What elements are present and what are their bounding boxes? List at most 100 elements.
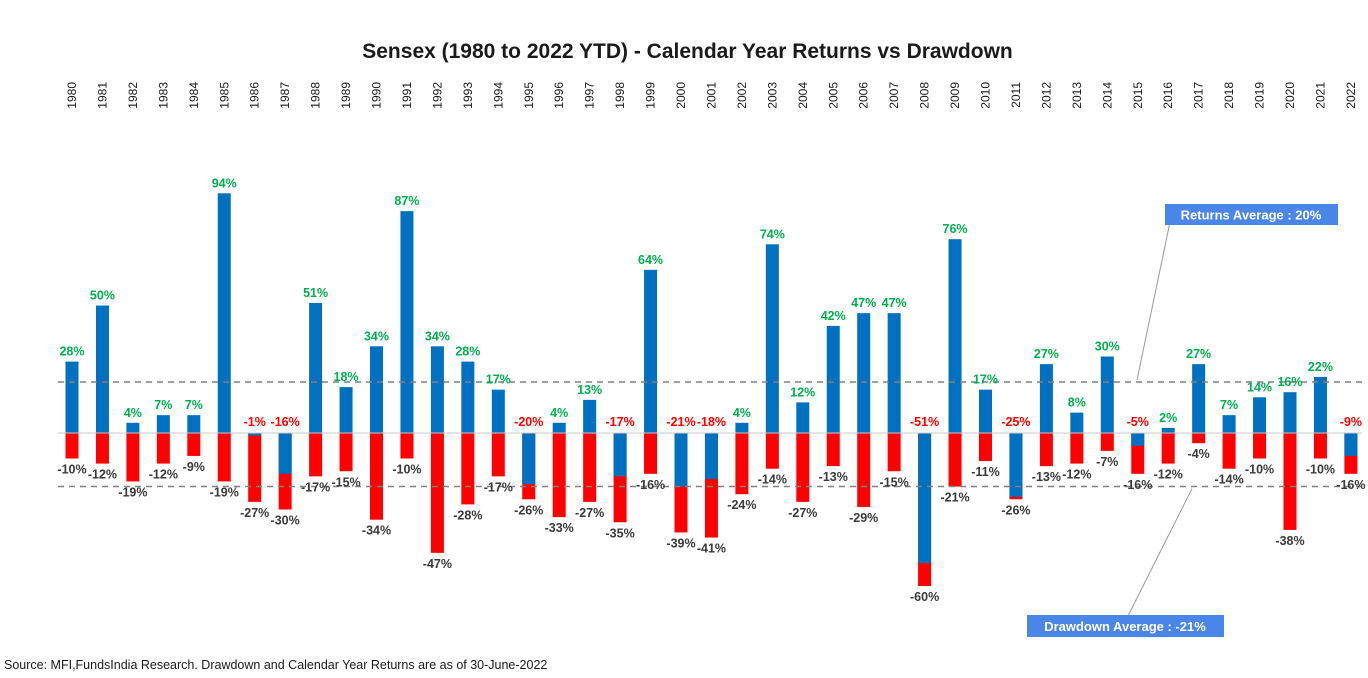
drawdown-average-label: Drawdown Average : -21%: [1044, 619, 1206, 634]
returns-data-label: -21%: [666, 415, 695, 429]
year-label: 2001: [704, 82, 718, 109]
drawdown-bar: [65, 433, 79, 459]
year-label: 2021: [1313, 82, 1327, 109]
returns-bar: [1253, 397, 1267, 433]
returns-bar: [217, 193, 231, 433]
drawdown-data-label: -30%: [271, 514, 300, 528]
returns-data-label: 4%: [733, 406, 751, 420]
drawdown-bar: [583, 433, 597, 502]
drawdown-bar: [430, 433, 444, 553]
returns-average-box: [1165, 204, 1338, 225]
returns-bar: [1009, 433, 1023, 497]
year-label: 1998: [613, 82, 627, 109]
returns-data-label: -5%: [1127, 415, 1149, 429]
drawdown-bar: [461, 433, 475, 505]
drawdown-data-label: -33%: [545, 521, 574, 535]
drawdown-data-label: -38%: [1275, 534, 1304, 548]
drawdown-data-label: -17%: [484, 480, 513, 494]
year-label: 2004: [796, 82, 810, 109]
year-label: 1985: [217, 82, 231, 109]
returns-bar: [887, 313, 901, 433]
drawdown-average-box: [1027, 615, 1224, 637]
returns-data-label: 12%: [790, 385, 815, 399]
returns-data-label: 4%: [124, 406, 142, 420]
average-callouts-layer: Returns Average : 20% Drawdown Average : …: [1027, 204, 1338, 637]
returns-data-label: 34%: [425, 329, 450, 343]
drawdown-bar: [1100, 433, 1114, 451]
returns-data-label: -20%: [514, 415, 543, 429]
returns-data-label: 7%: [1220, 398, 1238, 412]
drawdown-bar: [1070, 433, 1084, 464]
drawdown-bar: [126, 433, 140, 482]
year-label: 2000: [674, 82, 688, 109]
drawdown-data-label: -47%: [423, 557, 452, 571]
drawdown-data-label: -12%: [1062, 468, 1091, 482]
returns-average-label: Returns Average : 20%: [1181, 208, 1322, 223]
returns-data-label: 27%: [1034, 347, 1059, 361]
returns-bar: [1192, 364, 1206, 433]
drawdown-data-label: -13%: [1032, 470, 1061, 484]
drawdown-data-label: -34%: [362, 524, 391, 538]
returns-bar: [1283, 392, 1297, 433]
year-label: 2006: [857, 82, 871, 109]
year-label: 2013: [1070, 82, 1084, 109]
drawdown-bar: [217, 433, 231, 482]
returns-data-label: 2%: [1159, 411, 1177, 425]
year-label: 1999: [644, 82, 658, 109]
returns-bar: [826, 325, 840, 433]
drawdown-data-label: -27%: [575, 506, 604, 520]
returns-bar: [339, 387, 353, 433]
drawdown-data-label: -9%: [183, 460, 205, 474]
returns-data-label: 28%: [59, 345, 84, 359]
returns-bar: [370, 346, 383, 433]
year-label: 1995: [522, 82, 536, 109]
returns-data-label: 17%: [486, 373, 511, 387]
returns-data-label: 47%: [851, 296, 876, 310]
returns-bar: [400, 211, 414, 433]
drawdown-bar: [1283, 433, 1297, 530]
returns-data-label: 50%: [90, 289, 115, 303]
year-label: 1982: [126, 82, 140, 109]
returns-bar: [765, 244, 779, 433]
drawdown-bar: [309, 433, 323, 477]
drawdown-bar: [1039, 433, 1053, 467]
returns-bar: [95, 305, 109, 433]
drawdown-data-label: -10%: [1306, 463, 1335, 477]
returns-bar: [948, 239, 962, 433]
year-label: 2020: [1283, 82, 1297, 109]
drawdown-bar: [156, 433, 170, 464]
chart-title: Sensex (1980 to 2022 YTD) - Calendar Yea…: [362, 40, 1013, 63]
returns-bar: [796, 402, 810, 433]
drawdown-data-label: -17%: [301, 480, 330, 494]
returns-data-label: 64%: [638, 253, 663, 267]
drawdown-bar: [1253, 433, 1267, 459]
returns-data-label: 76%: [943, 222, 968, 236]
year-label: 1989: [339, 82, 353, 109]
year-label: 2010: [979, 82, 993, 109]
returns-bar: [979, 389, 992, 433]
returns-bar: [552, 422, 566, 433]
drawdown-data-label: -15%: [331, 475, 360, 489]
labels-layer: 28%-10%50%-12%4%-19%7%-12%7%-9%94%-19%-1…: [57, 176, 1365, 604]
drawdown-bar: [400, 433, 414, 459]
year-label: 2005: [826, 82, 840, 109]
returns-bar: [248, 433, 262, 436]
drawdown-bar: [248, 433, 262, 502]
drawdown-data-label: -16%: [1123, 478, 1152, 492]
drawdown-data-label: -27%: [240, 506, 269, 520]
year-label: 2012: [1039, 82, 1053, 109]
drawdown-bar: [552, 433, 566, 518]
drawdown-data-label: -26%: [514, 503, 543, 517]
returns-bar: [1070, 412, 1084, 433]
returns-bar: [522, 433, 536, 484]
drawdown-data-label: -4%: [1188, 447, 1210, 461]
returns-bar: [918, 433, 932, 564]
drawdown-bar: [187, 433, 201, 456]
year-label: 2014: [1100, 82, 1114, 109]
returns-bar: [1313, 376, 1327, 433]
drawdown-data-label: -7%: [1096, 455, 1118, 469]
drawdown-data-label: -12%: [88, 468, 117, 482]
returns-bar: [126, 422, 140, 433]
drawdown-bar: [1222, 433, 1236, 469]
returns-bar: [1161, 427, 1175, 433]
